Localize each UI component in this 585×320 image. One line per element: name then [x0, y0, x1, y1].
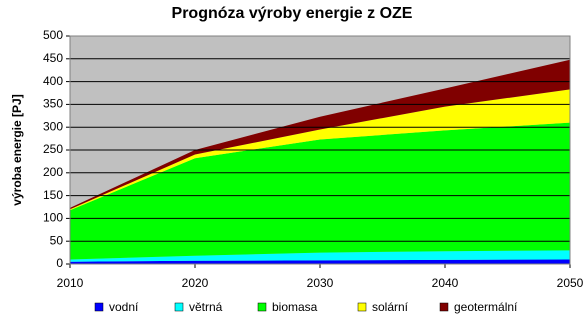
area [70, 59, 570, 210]
y-tick-label: 350 [43, 97, 63, 111]
x-tick-label: 2010 [57, 276, 84, 290]
area [70, 250, 570, 262]
y-tick-label: 50 [50, 233, 64, 247]
legend-swatch [439, 302, 449, 312]
chart-title: Prognóza výroby energie z OZE [172, 5, 413, 22]
legend-swatch [94, 302, 104, 312]
y-axis-label: výroba energie [PJ] [10, 94, 24, 205]
x-tick-label: 2020 [182, 276, 209, 290]
y-tick-label: 200 [43, 165, 63, 179]
y-tick-label: 250 [43, 142, 63, 156]
x-tick-label: 2050 [557, 276, 584, 290]
y-tick-label: 0 [56, 256, 63, 270]
legend-label: solární [372, 300, 409, 314]
area [70, 122, 570, 260]
y-tick-label: 450 [43, 51, 63, 65]
x-tick-label: 2030 [307, 276, 334, 290]
legend-label: vodní [109, 300, 139, 314]
y-tick-label: 150 [43, 188, 63, 202]
y-tick-label: 300 [43, 119, 63, 133]
legend-swatch [357, 302, 367, 312]
legend-swatch [257, 302, 267, 312]
area [70, 259, 570, 264]
y-tick-label: 400 [43, 74, 63, 88]
legend-label: geotermální [454, 300, 518, 314]
legend-label: větrná [189, 300, 223, 314]
x-tick-label: 2040 [432, 276, 459, 290]
y-tick-label: 100 [43, 211, 63, 225]
y-tick-label: 500 [43, 28, 63, 42]
plot-border [69, 35, 571, 265]
legend-label: biomasa [272, 300, 318, 314]
area [70, 89, 570, 211]
legend-swatch [174, 302, 184, 312]
